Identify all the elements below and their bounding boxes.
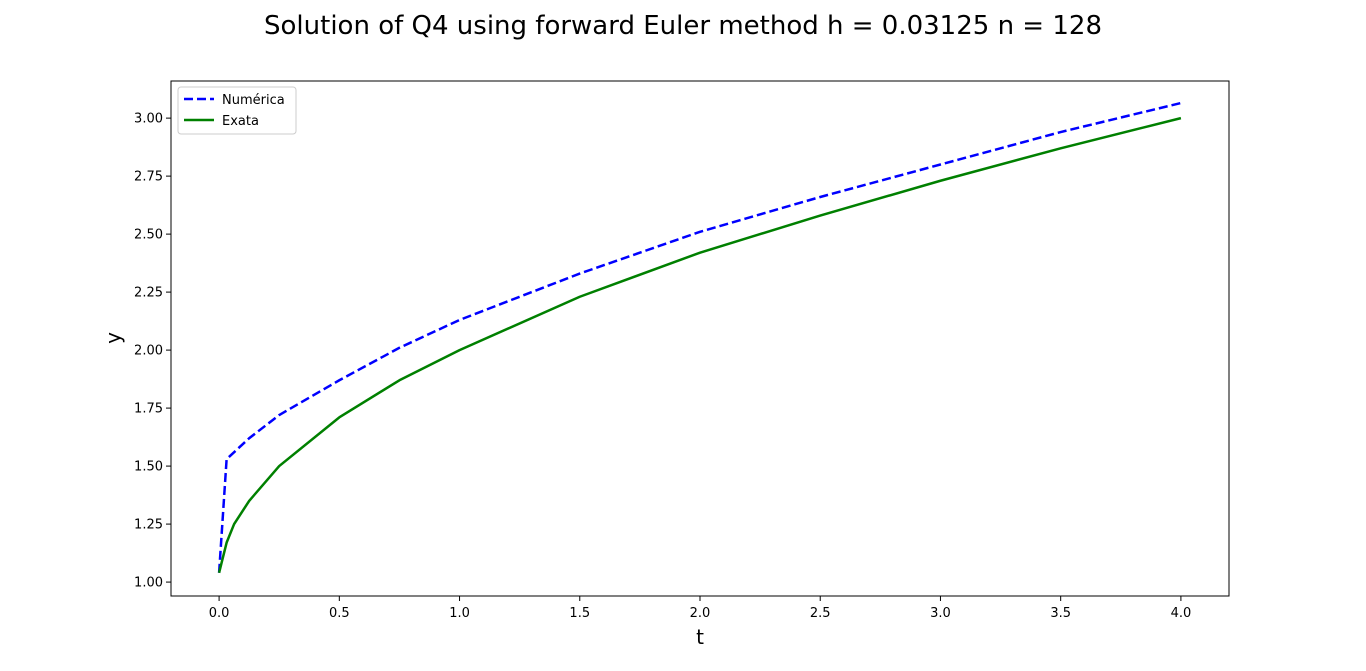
x-tick-label: 0.0	[209, 606, 230, 621]
x-tick-label: 1.5	[569, 606, 590, 621]
y-tick-label: 3.00	[134, 112, 163, 127]
series-line-numrica	[217, 101, 1182, 573]
y-tick-label: 2.50	[134, 228, 163, 243]
y-tick-label: 1.00	[134, 576, 163, 591]
y-tick-label: 2.00	[134, 344, 163, 359]
legend-box	[177, 86, 297, 135]
x-axis-label: t	[696, 625, 704, 649]
y-tick-label: 1.50	[134, 460, 163, 475]
x-tick-label: 1.0	[449, 606, 470, 621]
y-axis-label: y	[101, 332, 125, 344]
y-tick-label: 1.75	[134, 402, 163, 417]
legend-label-exata: Exata	[222, 114, 259, 129]
y-axis-ticks: 1.00 1.25 1.50 1.75 2.00 2.25 2.50 2.75 3.00	[134, 112, 171, 591]
legend: Numérica Exata	[177, 86, 297, 135]
y-tick-label: 1.25	[134, 518, 163, 533]
chart-title: Solution of Q4 using forward Euler metho…	[264, 11, 1102, 41]
y-tick-label: 2.25	[134, 286, 163, 301]
plot-frame	[170, 80, 1230, 597]
x-tick-label: 3.0	[930, 606, 951, 621]
x-tick-label: 3.5	[1050, 606, 1071, 621]
series-layer	[217, 101, 1182, 574]
x-tick-label: 0.5	[329, 606, 350, 621]
x-tick-label: 2.0	[690, 606, 711, 621]
x-axis-ticks: 0.0 0.5 1.0 1.5 2.0 2.5 3.0 3.5 4.0	[209, 596, 1192, 621]
legend-label-numerica: Numérica	[222, 93, 285, 108]
series-line-exata	[217, 116, 1182, 574]
x-tick-label: 4.0	[1171, 606, 1192, 621]
x-tick-label: 2.5	[810, 606, 831, 621]
y-tick-label: 2.75	[134, 170, 163, 185]
plot-area	[171, 81, 1229, 596]
